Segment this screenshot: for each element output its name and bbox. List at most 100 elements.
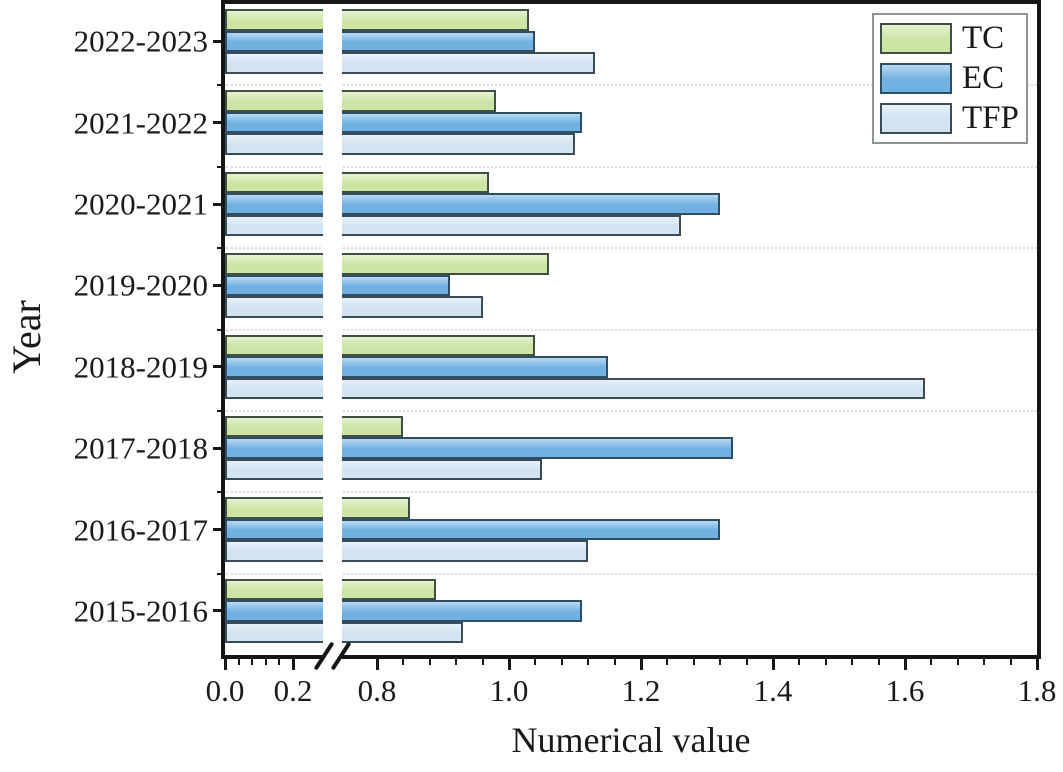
x-minor-tick (666, 659, 669, 665)
x-tick-label-1.4: 1.4 (753, 673, 793, 708)
axis-break-band (323, 7, 342, 661)
y-major-tick (213, 283, 225, 287)
bar-tc-2019-2020 (225, 253, 549, 275)
plot-frame (221, 0, 1041, 659)
x-minor-tick (692, 659, 695, 665)
y-axis-title: Year (4, 300, 49, 374)
bar-tc-2018-2019 (225, 334, 536, 356)
group-separator-gridline (226, 491, 1037, 494)
x-major-tick (1035, 659, 1039, 670)
y-tick-label-2020-2021: 2020-2021 (73, 186, 208, 222)
bar-ec-2017-2018 (225, 437, 734, 459)
bar-tc-2017-2018 (225, 415, 404, 438)
group-separator-gridline (226, 247, 1037, 250)
bar-tfp-2019-2020 (225, 296, 483, 318)
bar-ec-2018-2019 (225, 356, 608, 378)
x-tick-label-1.0: 1.0 (489, 673, 529, 708)
x-tick-label-0.2: 0.2 (273, 673, 313, 708)
y-tick-label-2019-2020: 2019-2020 (73, 267, 208, 303)
y-major-tick (213, 39, 225, 43)
x-minor-tick (930, 659, 933, 665)
bar-tfp-2016-2017 (225, 540, 589, 562)
y-tick-label-2021-2022: 2021-2022 (73, 105, 208, 141)
bar-tc-2021-2022 (225, 90, 496, 112)
x-major-tick (223, 659, 227, 670)
x-minor-tick (613, 659, 616, 665)
bar-tc-2020-2021 (225, 171, 490, 194)
bar-ec-2016-2017 (225, 518, 721, 541)
legend-entry-tfp: TFP (880, 100, 1020, 136)
y-major-tick (213, 365, 225, 369)
x-major-tick (375, 659, 379, 670)
bar-tfp-2018-2019 (225, 377, 925, 399)
x-minor-tick (798, 659, 801, 665)
y-tick-label-2018-2019: 2018-2019 (73, 349, 208, 385)
x-minor-tick (719, 659, 722, 665)
x-minor-tick (1009, 659, 1012, 665)
bar-tfp-2021-2022 (225, 133, 575, 155)
legend-swatch-tfp-icon (880, 102, 952, 134)
x-minor-tick (851, 659, 854, 665)
x-minor-tick (534, 659, 537, 665)
x-tick-label-1.8: 1.8 (1017, 673, 1057, 708)
x-minor-tick (251, 659, 254, 665)
y-tick-label-2017-2018: 2017-2018 (73, 430, 208, 466)
bar-ec-2021-2022 (225, 111, 582, 134)
x-tick-label-1.2: 1.2 (621, 673, 661, 708)
x-tick-label-0.8: 0.8 (357, 673, 397, 708)
x-minor-tick (983, 659, 986, 665)
x-minor-tick (745, 659, 748, 665)
bar-tc-2022-2023 (225, 9, 529, 31)
group-separator-gridline (226, 165, 1037, 168)
x-minor-tick (481, 659, 484, 665)
group-separator-gridline (226, 328, 1037, 331)
bar-ec-2022-2023 (225, 30, 536, 52)
x-minor-tick (237, 659, 240, 665)
group-separator-gridline (226, 409, 1037, 412)
x-minor-tick (956, 659, 959, 665)
x-major-tick (639, 659, 643, 670)
x-major-tick (771, 659, 775, 670)
bar-tfp-2017-2018 (225, 458, 542, 481)
legend-entry-tc: TC (880, 21, 1020, 57)
x-minor-tick (278, 659, 281, 665)
x-minor-tick (824, 659, 827, 665)
x-minor-tick (560, 659, 563, 665)
y-major-tick (213, 202, 225, 206)
bar-ec-2020-2021 (225, 193, 721, 215)
x-minor-tick (877, 659, 880, 665)
bar-tfp-2015-2016 (225, 621, 463, 644)
y-tick-label-2022-2023: 2022-2023 (73, 23, 208, 59)
legend-label-ec: EC (962, 60, 1005, 96)
legend-swatch-tc-icon (880, 23, 952, 55)
group-separator-gridline (226, 84, 1037, 87)
legend-entry-ec: EC (880, 61, 1020, 97)
y-major-tick (213, 528, 225, 531)
x-major-tick (291, 659, 295, 670)
x-axis-title: Numerical value (511, 720, 751, 760)
x-tick-label-0.0: 0.0 (205, 673, 245, 708)
legend-swatch-ec-icon (880, 63, 952, 94)
group-separator-gridline (226, 572, 1037, 575)
bar-tc-2016-2017 (225, 497, 410, 519)
x-minor-tick (428, 659, 431, 665)
x-major-tick (507, 659, 511, 670)
x-minor-tick (402, 659, 405, 665)
legend: TC EC TFP (872, 13, 1028, 144)
legend-label-tfp: TFP (962, 99, 1019, 136)
legend-label-tc: TC (962, 20, 1005, 57)
y-major-tick (213, 609, 225, 613)
y-major-tick (213, 121, 225, 125)
x-tick-label-1.6: 1.6 (885, 673, 925, 708)
bar-ec-2015-2016 (225, 600, 582, 622)
x-major-tick (903, 659, 907, 670)
x-minor-tick (455, 659, 458, 665)
y-tick-label-2016-2017: 2016-2017 (73, 512, 208, 547)
x-minor-tick (587, 659, 590, 665)
y-major-tick (213, 446, 225, 450)
x-minor-tick (264, 659, 267, 665)
y-tick-label-2015-2016: 2015-2016 (73, 593, 208, 629)
bar-tfp-2022-2023 (225, 52, 595, 74)
